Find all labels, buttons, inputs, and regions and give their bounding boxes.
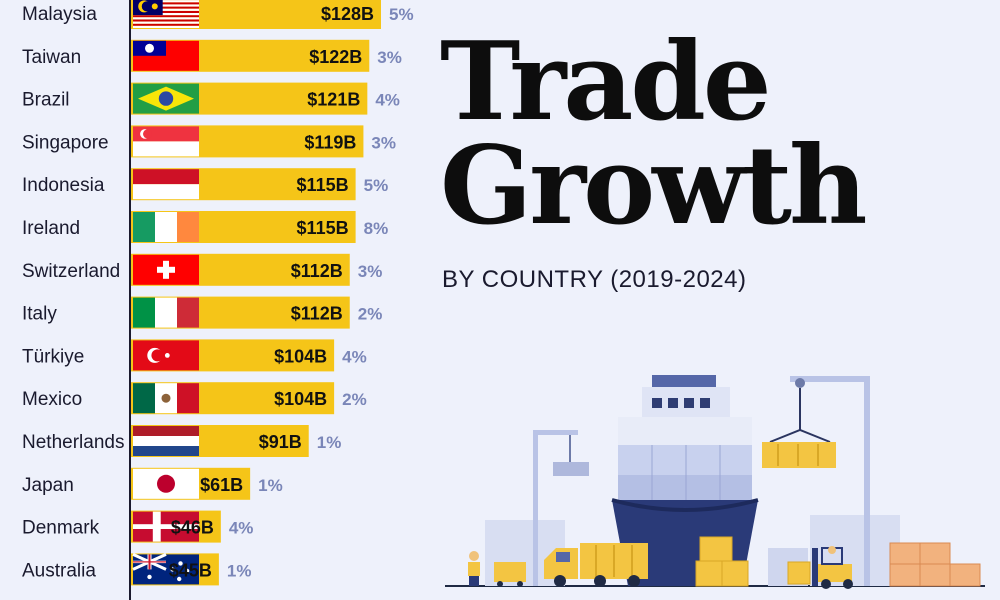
value-label: $122B — [309, 47, 362, 67]
chart-row: Italy $112B 2% — [22, 296, 383, 329]
chart-row: Malaysia $128B 5% — [22, 0, 414, 29]
denmark-flag-icon — [133, 511, 199, 542]
title-block: Trade Growth — [440, 19, 868, 249]
growth-label: 4% — [229, 519, 254, 538]
forklift — [787, 546, 853, 589]
truck — [544, 543, 648, 587]
growth-label: 4% — [375, 91, 400, 110]
growth-label: 4% — [342, 347, 367, 366]
value-label: $119B — [304, 132, 356, 152]
growth-label: 3% — [358, 262, 383, 281]
value-label: $91B — [259, 432, 302, 452]
turkiye-flag-icon — [133, 340, 199, 371]
value-label: $115B — [297, 218, 349, 238]
value-label: $46B — [171, 518, 214, 538]
category-label: Japan — [22, 475, 74, 496]
category-label: Indonesia — [22, 175, 105, 196]
indonesia-flag-icon — [133, 169, 199, 200]
chart-row: Singapore $119B 3% — [22, 125, 396, 158]
mexico-flag-icon — [133, 383, 199, 414]
growth-label: 2% — [358, 305, 383, 324]
value-label: $128B — [321, 4, 374, 24]
port-illustration — [445, 375, 985, 589]
value-label: $121B — [307, 90, 360, 110]
chart-row: Indonesia $115B 5% — [22, 168, 389, 201]
left-crane — [533, 430, 589, 586]
chart-row: Ireland $115B 8% — [22, 211, 388, 243]
category-label: Netherlands — [22, 432, 124, 453]
value-label: $45B — [169, 560, 212, 580]
growth-label: 1% — [227, 561, 252, 580]
subtitle: BY COUNTRY (2019-2024) — [442, 266, 747, 293]
right-crane — [762, 376, 870, 586]
singapore-flag-icon — [133, 126, 199, 157]
switzerland-flag-icon — [133, 254, 199, 285]
title-line-2: Growth — [440, 123, 868, 249]
growth-label: 3% — [371, 133, 396, 152]
growth-label: 5% — [364, 176, 389, 195]
category-label: Ireland — [22, 218, 80, 239]
category-label: Italy — [22, 304, 57, 325]
brazil-flag-icon — [133, 83, 199, 114]
chart-row: Australia $45B 1% — [22, 553, 252, 586]
category-label: Brazil — [22, 90, 70, 111]
value-label: $112B — [291, 261, 343, 281]
category-label: Mexico — [22, 389, 82, 410]
australia-flag-icon — [132, 553, 199, 585]
category-label: Türkiye — [22, 346, 84, 367]
japan-flag-icon — [133, 468, 199, 499]
value-label: $104B — [274, 389, 327, 409]
netherlands-flag-icon — [133, 426, 199, 456]
chart-row: Japan $61B 1% — [22, 467, 283, 500]
chart-row: Netherlands $91B 1% — [22, 425, 341, 457]
chart-row: Taiwan $122B 3% — [22, 39, 402, 72]
category-label: Denmark — [22, 518, 100, 539]
malaysia-flag-icon — [133, 0, 199, 28]
worker — [468, 551, 526, 587]
chart-row: Brazil $121B 4% — [22, 82, 400, 115]
chart-row: Türkiye $104B 4% — [22, 339, 367, 372]
growth-label: 2% — [342, 390, 367, 409]
value-label: $61B — [200, 475, 243, 495]
title-line-1: Trade — [440, 19, 772, 145]
italy-flag-icon — [133, 297, 199, 328]
chart-row: Denmark $46B 4% — [22, 510, 254, 543]
cargo-ship — [611, 375, 759, 586]
category-label: Singapore — [22, 132, 109, 153]
chart-row: Switzerland $112B 3% — [22, 253, 383, 286]
value-label: $112B — [291, 304, 343, 324]
category-label: Switzerland — [22, 261, 120, 282]
growth-label: 1% — [317, 433, 342, 452]
category-label: Malaysia — [22, 4, 97, 25]
growth-label: 1% — [258, 476, 283, 495]
growth-label: 8% — [364, 219, 389, 238]
chart-row: Mexico $104B 2% — [22, 382, 367, 415]
category-label: Australia — [22, 560, 96, 581]
ireland-flag-icon — [133, 212, 199, 242]
growth-label: 5% — [389, 5, 414, 24]
growth-label: 3% — [377, 48, 402, 67]
crates-left — [695, 536, 749, 587]
crates-right — [889, 542, 981, 587]
value-label: $115B — [297, 175, 349, 195]
taiwan-flag-icon — [133, 40, 199, 71]
value-label: $104B — [274, 346, 327, 366]
category-label: Taiwan — [22, 47, 81, 68]
